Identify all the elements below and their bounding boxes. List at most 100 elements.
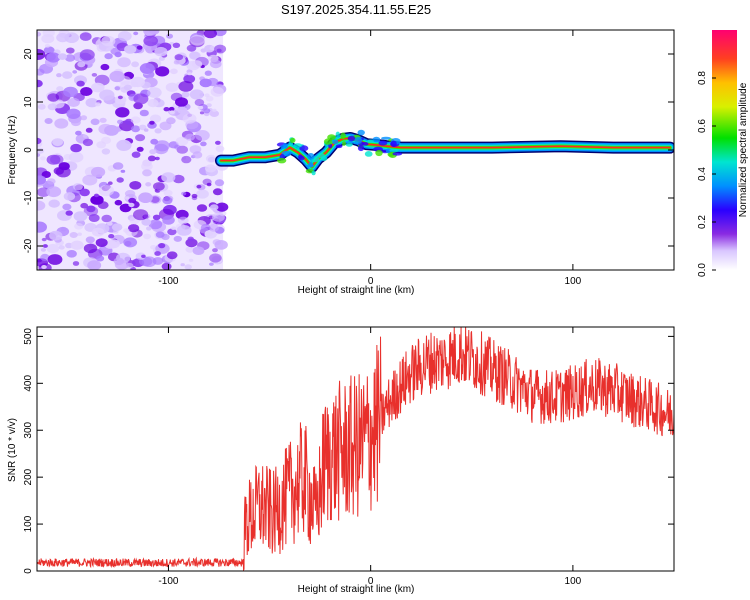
noise-speckle (181, 191, 187, 196)
noise-speckle (139, 63, 155, 74)
noise-speckle (124, 196, 130, 200)
noise-speckle (133, 93, 149, 105)
ridge-blob (293, 143, 303, 148)
noise-speckle (172, 174, 185, 184)
y-tick-label: -20 (23, 238, 34, 253)
noise-speckle (37, 200, 46, 211)
ridge-blob (307, 153, 315, 160)
noise-speckle (175, 136, 189, 146)
noise-speckle (112, 162, 124, 170)
noise-speckle (209, 253, 222, 263)
noise-speckle (143, 30, 158, 36)
noise-speckle (100, 63, 110, 71)
noise-speckle (199, 111, 205, 115)
noise-speckle (175, 97, 188, 107)
ridge-blob (277, 157, 287, 164)
ridge-blob (375, 149, 383, 157)
noise-speckle (40, 156, 46, 161)
spectrogram-y-ticks: -20 -10 0 10 20 (23, 48, 674, 253)
noise-speckle (113, 257, 125, 266)
noise-speckle (123, 228, 130, 233)
noise-speckle (171, 226, 176, 230)
noise-speckle (72, 261, 80, 266)
noise-speckle (135, 252, 146, 260)
noise-speckle (158, 56, 165, 61)
noise-speckle (46, 186, 62, 198)
noise-speckle (205, 95, 214, 102)
noise-speckle (203, 108, 211, 114)
ridge-blob (335, 131, 340, 137)
noise-speckle (128, 197, 137, 204)
noise-speckle (212, 188, 223, 196)
noise-speckle (66, 250, 77, 258)
noise-speckle (117, 31, 132, 42)
noise-speckle (111, 223, 123, 231)
noise-speckle (158, 243, 166, 249)
noise-speckle (155, 66, 170, 77)
noise-speckle (72, 183, 83, 191)
noise-speckle (37, 153, 41, 157)
spectrogram-x-ticks: -100 0 100 (158, 30, 582, 287)
noise-speckle (50, 154, 64, 165)
x-tick-label: 0 (368, 276, 374, 287)
noise-speckle (37, 221, 47, 233)
noise-speckle (150, 138, 159, 145)
noise-speckle (178, 81, 194, 92)
ridge-blob (317, 152, 325, 159)
colorbar-tick-label: 0.8 (697, 71, 708, 85)
noise-speckle (216, 48, 222, 53)
noise-speckle (167, 228, 177, 236)
noise-speckle (41, 171, 51, 178)
noise-speckle (37, 103, 46, 110)
noise-speckle (117, 57, 131, 68)
colorbar-tick-label: 0.6 (697, 119, 708, 133)
noise-speckle (64, 54, 76, 62)
noise-speckle (75, 130, 82, 136)
noise-speckle (66, 47, 75, 54)
noise-speckle (209, 110, 219, 117)
noise-speckle (123, 237, 138, 248)
noise-speckle (147, 87, 162, 98)
noise-speckle (166, 117, 176, 125)
x-tick-label: 0 (368, 576, 374, 587)
noise-speckle (101, 35, 116, 47)
ridge-blob (392, 152, 403, 156)
noise-speckle (41, 265, 47, 269)
noise-speckle (44, 44, 51, 48)
noise-speckle (215, 145, 225, 152)
noise-speckle (85, 127, 93, 133)
x-tick-label: -100 (158, 276, 178, 287)
y-tick-label: 0 (23, 147, 34, 153)
noise-speckle (80, 115, 88, 121)
noise-speckle (104, 53, 113, 60)
noise-speckle (191, 193, 198, 199)
noise-speckle (146, 226, 152, 231)
noise-speckle (37, 31, 41, 37)
noise-speckle (37, 68, 45, 76)
noise-speckle (101, 148, 111, 155)
noise-speckle (196, 184, 202, 189)
noise-speckle (77, 61, 86, 68)
x-tick-label: 100 (565, 276, 582, 287)
noise-speckle (57, 53, 67, 60)
noise-speckle (142, 159, 152, 167)
snr-panel: -100 0 100 0 100 200 300 400 500 Height of stra… (7, 326, 675, 595)
noise-speckle (52, 138, 64, 147)
noise-speckle (120, 86, 129, 93)
noise-speckle (138, 192, 153, 203)
noise-speckle (173, 235, 182, 242)
noise-speckle (80, 202, 89, 209)
noise-speckle (152, 214, 161, 221)
noise-speckle (47, 93, 60, 102)
ridge-blob (357, 145, 365, 152)
snr-x-label: Height of straight line (km) (298, 584, 415, 595)
colorbar-tick-label: 0.0 (697, 263, 708, 277)
noise-speckle (203, 30, 217, 39)
noise-speckle (63, 192, 76, 201)
noise-speckle (61, 71, 73, 79)
noise-speckle (47, 254, 63, 265)
noise-speckle (47, 103, 57, 111)
noise-speckle (187, 236, 194, 242)
snr-series-line (37, 327, 674, 571)
